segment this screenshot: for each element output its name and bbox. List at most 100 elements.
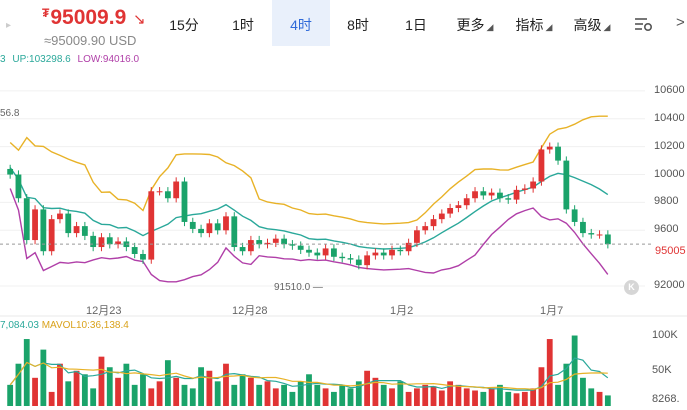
volume-bar (73, 370, 80, 406)
candle-body (239, 247, 246, 252)
tab-4[interactable]: 8时 (332, 0, 384, 46)
volume-bar (148, 388, 155, 406)
candle-body (563, 160, 570, 210)
volume-bar (281, 384, 288, 406)
price-tick-label: 9800 (654, 195, 679, 208)
middle-band-line (9, 167, 609, 250)
volume-bar (231, 384, 238, 406)
candle-body (7, 168, 14, 175)
volume-bar (480, 391, 487, 406)
volume-bar (214, 381, 221, 406)
candle-body (198, 228, 204, 234)
volume-tick-label: 100K (652, 328, 678, 341)
volume-bar (497, 384, 503, 406)
candle-body (206, 223, 213, 234)
candle-body (115, 241, 121, 245)
candle-body (455, 205, 462, 208)
time-tick-label: 1月2 (390, 305, 414, 317)
candle-body (65, 213, 72, 234)
tab-2[interactable]: 1时 (220, 0, 266, 46)
chart-settings-icon[interactable] (633, 15, 653, 33)
volume-bar (455, 384, 462, 406)
candle-body (521, 188, 528, 190)
tab-label: 更多 (456, 17, 485, 33)
volume-bar (181, 384, 188, 406)
tab-6[interactable]: 更多 ◢ (448, 0, 502, 46)
volume-bar (596, 391, 603, 406)
tab-5[interactable]: 1日 (392, 0, 440, 46)
tab-3[interactable]: 4时 (272, 0, 330, 46)
volume-bar (488, 388, 495, 406)
usdt-coin-icon: ₮ (42, 6, 50, 20)
candle-body (181, 181, 188, 222)
price-tick-label: 10200 (654, 139, 685, 152)
volume-bar (256, 384, 263, 406)
volume-bar (505, 391, 512, 406)
last-price-tag: 95005 (653, 245, 687, 257)
volume-bar (472, 390, 478, 406)
chevron-right-icon[interactable]: > (676, 14, 685, 31)
time-tick-label: 1月7 (540, 305, 564, 317)
candle-body (497, 192, 503, 199)
legend-mavol10: MAVOL10:36,138.4 (41, 320, 129, 331)
candle-body (289, 244, 296, 246)
volume-bar (98, 356, 105, 406)
volume-bar (405, 391, 412, 406)
volume-bar (15, 363, 22, 406)
volume-bar (555, 384, 561, 406)
candle-body (247, 240, 254, 252)
candle-body (355, 259, 362, 266)
volume-bar (397, 381, 404, 406)
dropdown-icon: ◢ (603, 22, 611, 32)
volume-bar (264, 381, 271, 406)
volume-bar (48, 391, 55, 406)
volume-bar (447, 381, 454, 406)
volume-bar (414, 388, 420, 406)
tab-label: 8时 (347, 17, 369, 33)
candle-body (148, 191, 155, 260)
volume-tick-label: 50K (652, 363, 672, 376)
volume-bar (580, 377, 586, 406)
candle-body (372, 252, 379, 256)
candle-body (364, 255, 371, 266)
volume-bar (239, 374, 246, 406)
candle-body (214, 223, 221, 231)
candle-body (140, 254, 146, 260)
candle-body (380, 252, 387, 256)
candle-body (422, 226, 429, 231)
tab-label: 15分 (169, 17, 199, 33)
volume-bar (546, 339, 553, 406)
candle-body (106, 237, 113, 245)
volume-bar (422, 384, 429, 406)
volume-bar (521, 391, 528, 406)
collapse-left-icon[interactable]: ▸ (6, 20, 12, 31)
candle-body (272, 238, 279, 243)
upper-band-line (9, 115, 608, 225)
time-tick-label: 12月23 (86, 305, 122, 317)
volume-bar (131, 384, 138, 406)
volume-bar (364, 370, 371, 406)
usd-equivalent: ≈95009.90 USD (44, 33, 137, 48)
volume-bar (438, 390, 445, 406)
candle-body (530, 181, 537, 189)
volume-bar (247, 377, 254, 406)
legend-mid: 3 (0, 54, 6, 65)
candle-body (604, 234, 611, 245)
candle-body (314, 252, 321, 256)
bollinger-legend: 3 UP:103298.6 LOW:94016.0 (0, 54, 143, 65)
candle-body (73, 226, 80, 234)
tab-1[interactable]: 15分 (158, 0, 210, 46)
volume-bar (389, 388, 395, 406)
candle-body (580, 221, 586, 234)
candle-body (596, 234, 603, 236)
lower-band-line (9, 188, 609, 283)
k-button[interactable]: K (624, 280, 639, 295)
tab-7[interactable]: 指标 ◢ (508, 0, 560, 46)
tab-label: 指标 (515, 17, 544, 33)
volume-bar (347, 388, 354, 406)
tab-8[interactable]: 高级 ◢ (566, 0, 618, 46)
volume-bar (106, 367, 113, 406)
trend-down-icon: ↘ (133, 11, 146, 28)
volume-bar (7, 384, 14, 406)
